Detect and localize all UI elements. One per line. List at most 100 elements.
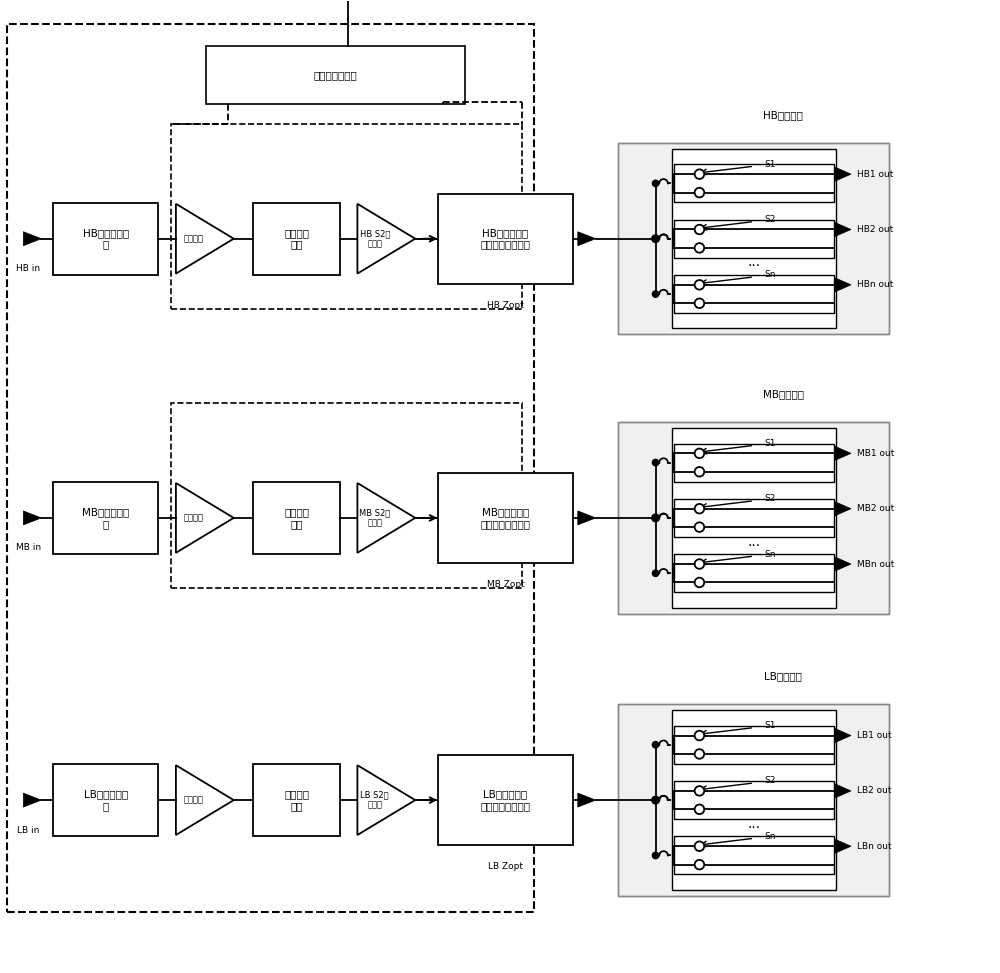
Circle shape (695, 188, 704, 198)
Bar (438, 755, 573, 845)
Text: HB Zopt: HB Zopt (487, 301, 524, 310)
Text: HB2 out: HB2 out (857, 225, 893, 234)
Text: HB S2放
大单元: HB S2放 大单元 (360, 229, 390, 248)
Polygon shape (578, 232, 596, 246)
Circle shape (652, 570, 659, 576)
Text: MB1 out: MB1 out (857, 449, 894, 458)
Circle shape (695, 504, 704, 514)
Bar (618, 143, 889, 335)
Text: MB Zopt: MB Zopt (487, 580, 524, 590)
Text: MB射频开关: MB射频开关 (763, 389, 804, 399)
Circle shape (652, 797, 659, 804)
Bar (53, 202, 158, 274)
Bar (674, 275, 834, 313)
Polygon shape (835, 167, 851, 181)
Text: S1: S1 (764, 439, 776, 448)
Bar (674, 781, 834, 819)
Polygon shape (23, 511, 41, 524)
Bar (672, 149, 836, 329)
Text: LB2 out: LB2 out (857, 786, 892, 795)
Circle shape (652, 235, 659, 242)
Text: HB in: HB in (16, 264, 40, 273)
Circle shape (695, 523, 704, 532)
Circle shape (652, 459, 659, 466)
Text: 放大单元: 放大单元 (183, 514, 203, 523)
Text: LB1 out: LB1 out (857, 731, 892, 740)
Bar (618, 704, 889, 896)
Bar (618, 143, 889, 335)
Circle shape (695, 842, 704, 851)
Bar (674, 726, 834, 764)
Polygon shape (23, 793, 41, 807)
Text: 级间匹配
网络: 级间匹配 网络 (284, 789, 309, 811)
Bar (253, 202, 340, 274)
Circle shape (652, 796, 659, 804)
Circle shape (695, 731, 704, 740)
Text: LBn out: LBn out (857, 842, 892, 850)
Text: LB射频开关: LB射频开关 (764, 671, 802, 681)
Bar (674, 499, 834, 537)
Text: MB in: MB in (16, 543, 41, 553)
Text: LB Zopt: LB Zopt (488, 862, 523, 872)
Bar (618, 704, 889, 896)
Circle shape (652, 741, 659, 748)
Circle shape (652, 180, 659, 187)
Text: LB S2放
大单元: LB S2放 大单元 (360, 790, 389, 810)
Polygon shape (835, 447, 851, 460)
Text: 放大单元: 放大单元 (183, 234, 203, 243)
Circle shape (695, 860, 704, 870)
Bar (438, 473, 573, 562)
Circle shape (695, 225, 704, 234)
Circle shape (652, 291, 659, 297)
Polygon shape (835, 784, 851, 798)
Polygon shape (835, 558, 851, 571)
Text: Sn: Sn (764, 550, 776, 559)
Polygon shape (835, 223, 851, 236)
Bar (53, 764, 158, 836)
Polygon shape (23, 232, 41, 246)
Text: ···: ··· (747, 539, 760, 553)
Text: MB2 out: MB2 out (857, 504, 894, 513)
Text: S2: S2 (764, 776, 776, 785)
Bar (618, 422, 889, 614)
Text: 级间匹配
网络: 级间匹配 网络 (284, 507, 309, 528)
Bar (672, 428, 836, 608)
Circle shape (695, 449, 704, 458)
Text: Sn: Sn (764, 270, 776, 279)
Circle shape (652, 514, 659, 522)
Polygon shape (578, 793, 596, 807)
Bar (674, 164, 834, 202)
Bar (53, 482, 158, 554)
Bar (7, 24, 534, 912)
Circle shape (652, 234, 659, 242)
Text: HB输入匹配网
络: HB输入匹配网 络 (83, 228, 129, 249)
Circle shape (695, 749, 704, 759)
Bar (253, 764, 340, 836)
Bar (672, 710, 836, 890)
Bar (171, 124, 522, 308)
Bar (206, 47, 465, 104)
Text: HBn out: HBn out (857, 280, 893, 289)
Text: HB射频开关: HB射频开关 (763, 110, 803, 120)
Text: MB输入匹配网
络: MB输入匹配网 络 (82, 507, 129, 528)
Text: ···: ··· (747, 260, 760, 273)
Text: MB输出匹配及
谐波阻抗控制网络: MB输出匹配及 谐波阻抗控制网络 (480, 507, 530, 528)
Polygon shape (835, 278, 851, 292)
Circle shape (652, 852, 659, 858)
Bar (618, 422, 889, 614)
Circle shape (695, 559, 704, 569)
Text: 控制及偏置单元: 控制及偏置单元 (314, 70, 357, 80)
Circle shape (652, 515, 659, 522)
Text: HB1 out: HB1 out (857, 169, 893, 179)
Text: S1: S1 (764, 721, 776, 730)
Bar (438, 194, 573, 283)
Circle shape (695, 805, 704, 814)
Text: MBn out: MBn out (857, 559, 894, 568)
Polygon shape (835, 729, 851, 742)
Bar (171, 403, 522, 588)
Text: LB in: LB in (17, 825, 40, 835)
Text: 级间匹配
网络: 级间匹配 网络 (284, 228, 309, 249)
Text: MB S2放
大单元: MB S2放 大单元 (359, 508, 390, 527)
Circle shape (695, 169, 704, 179)
Text: LB输入匹配网
络: LB输入匹配网 络 (84, 789, 128, 811)
